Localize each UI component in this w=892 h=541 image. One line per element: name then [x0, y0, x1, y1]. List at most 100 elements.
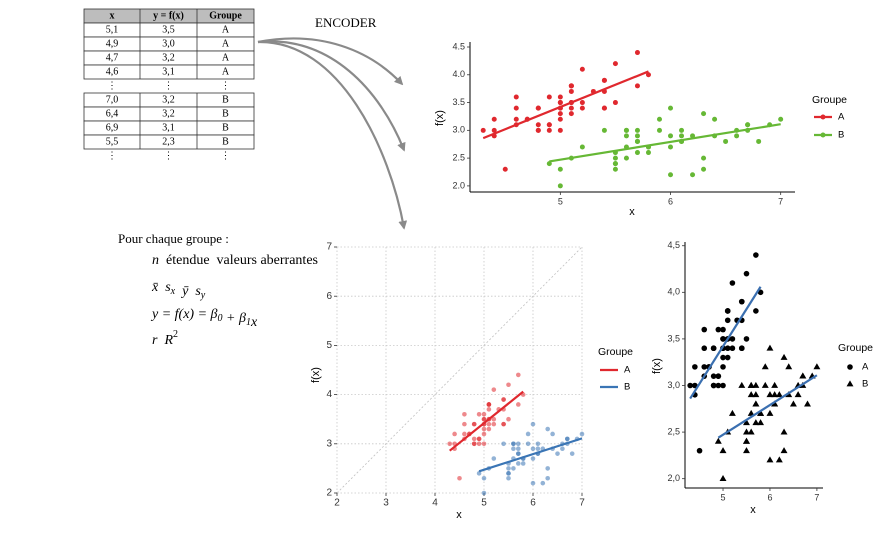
point: [752, 391, 760, 398]
table-cell: B: [222, 108, 229, 119]
point: [679, 127, 685, 133]
fit-line: [482, 70, 649, 140]
y-axis-title: f(x): [651, 358, 663, 374]
point: [481, 411, 487, 417]
point: [462, 411, 467, 417]
point: [766, 456, 774, 463]
table-cell: A: [222, 66, 230, 77]
table-cell: 6,9: [106, 122, 119, 133]
point: [452, 431, 457, 437]
point: [565, 436, 570, 442]
formula-line: y = f(x) = β0 + β1x: [150, 307, 258, 330]
point: [612, 61, 618, 67]
formula-term: y = f(x) = β: [150, 307, 218, 322]
point: [752, 400, 760, 407]
point: [804, 400, 811, 407]
x-tick-label: 5: [721, 492, 726, 502]
chart: 5 6 7 2,0 2,5 3,0 3,5 4,0 4,5 x f(x) Groupe AB: [651, 240, 873, 516]
point: [550, 431, 555, 437]
y-axis-title: f(x): [310, 367, 322, 383]
point: [516, 446, 521, 452]
point: [766, 344, 774, 351]
point: [752, 419, 760, 426]
fit-line: [478, 437, 583, 473]
point: [720, 326, 726, 333]
legend-label: A: [862, 362, 869, 373]
arrow-label: ENCODER: [315, 15, 377, 30]
point: [745, 122, 751, 128]
point: [491, 421, 497, 427]
legend-label: B: [624, 382, 630, 393]
table-cell: A: [222, 52, 230, 63]
point: [557, 166, 563, 172]
formula-term: s: [195, 284, 201, 299]
table-cell: ⋮: [164, 150, 174, 161]
point: [457, 475, 462, 481]
point: [714, 437, 722, 444]
point: [756, 138, 762, 144]
point: [780, 428, 788, 435]
y-tick-label: 2,5: [667, 426, 680, 436]
formula-term: r: [152, 333, 158, 348]
y-tick-label: 3.5: [452, 97, 465, 107]
point: [491, 387, 497, 392]
point: [645, 150, 651, 156]
y-tick-label: 4,5: [667, 240, 680, 250]
point: [579, 105, 585, 111]
point: [516, 402, 521, 407]
point: [516, 461, 521, 466]
fit-line: [689, 286, 762, 400]
point: [771, 400, 779, 407]
point: [545, 466, 550, 471]
point: [486, 407, 492, 412]
point: [753, 252, 759, 258]
formula-subscript: 0: [218, 313, 223, 324]
formula-line: x̄ sx ȳ sy: [151, 280, 206, 301]
point: [579, 144, 585, 150]
y-tick-label: 2.0: [452, 180, 465, 190]
point: [520, 461, 526, 466]
point: [491, 416, 497, 422]
legend-point: [847, 364, 853, 370]
x-axis-title: x: [750, 504, 756, 516]
point: [775, 391, 783, 398]
formula-line: n étendue valeurs aberrantes: [152, 253, 318, 268]
point: [530, 480, 536, 486]
point: [535, 122, 541, 128]
x-axis-title: x: [456, 509, 462, 521]
identity-line: [336, 246, 583, 494]
table-cell: 3,1: [162, 66, 175, 77]
point: [743, 336, 750, 342]
point: [511, 446, 516, 452]
point: [506, 466, 511, 471]
point: [491, 127, 497, 133]
point: [761, 381, 769, 388]
formula-subscript: x: [170, 286, 176, 297]
point: [720, 364, 726, 370]
point: [471, 421, 477, 427]
legend-title: Groupe: [838, 342, 873, 354]
x-tick-label: 6: [530, 498, 536, 509]
y-tick-label: 4: [326, 389, 332, 400]
point: [687, 382, 693, 389]
point: [486, 402, 492, 407]
point: [728, 409, 736, 416]
point: [743, 447, 750, 454]
point: [506, 471, 511, 476]
point: [569, 451, 575, 456]
y-tick-label: 3,0: [667, 380, 680, 390]
point: [612, 100, 618, 106]
y-tick-label: 2,0: [667, 473, 680, 483]
point: [752, 381, 760, 388]
table-cell: 6,4: [106, 108, 119, 119]
point: [516, 372, 521, 378]
point: [720, 336, 726, 342]
point: [729, 280, 736, 286]
point: [535, 441, 541, 447]
formula-line: r R2: [152, 329, 178, 348]
point: [696, 447, 703, 454]
y-tick-label: 2: [326, 488, 332, 499]
formula-term: valeurs aberrantes: [217, 253, 318, 268]
formula-term: étendue: [166, 253, 210, 268]
